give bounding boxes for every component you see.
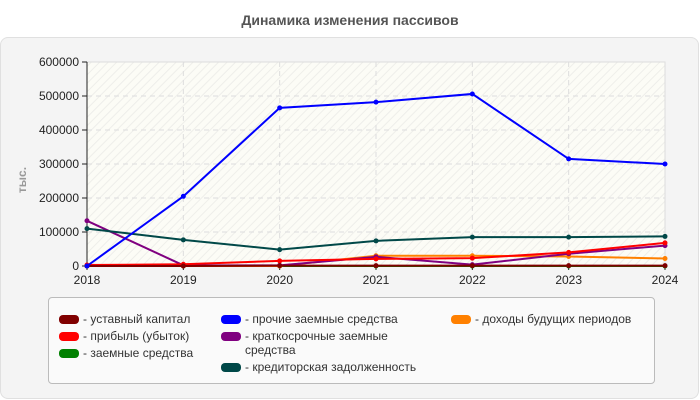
- legend-column-1: - уставный капитал - прибыль (убыток) - за…: [59, 312, 219, 363]
- legend-label: - заемные средства: [83, 346, 194, 360]
- data-point: [662, 240, 668, 246]
- y-tick-label: 100000: [39, 225, 79, 239]
- y-tick-label: 200000: [39, 191, 79, 205]
- legend-item: - кредиторская задолженность: [221, 360, 441, 374]
- y-tick-label: 0: [72, 259, 79, 273]
- data-point: [566, 156, 572, 162]
- legend-item: - прибыль (убыток): [59, 329, 219, 343]
- data-point: [277, 105, 283, 111]
- legend-item: - прочие заемные средства: [221, 312, 441, 326]
- legend-column-3: - доходы будущих периодов: [451, 312, 651, 329]
- legend-swatch-icon: [221, 315, 241, 324]
- data-point: [373, 263, 379, 269]
- data-point: [469, 91, 475, 97]
- data-point: [662, 233, 668, 239]
- data-point: [277, 263, 283, 269]
- legend-swatch-icon: [59, 332, 79, 341]
- grid-lines: [87, 61, 665, 266]
- legend-swatch-icon: [221, 332, 241, 341]
- data-point: [180, 263, 186, 269]
- legend-column-2: - прочие заемные средства - краткосрочные…: [221, 312, 441, 377]
- x-tick-label: 2024: [652, 273, 679, 287]
- legend-label: - доходы будущих периодов: [475, 312, 632, 326]
- y-tick-label: 500000: [39, 89, 79, 103]
- data-point: [566, 263, 572, 269]
- legend: - уставный капитал - прибыль (убыток) - за…: [48, 297, 655, 384]
- data-point: [84, 218, 90, 224]
- data-point: [373, 238, 379, 244]
- data-point: [373, 256, 379, 262]
- data-point: [180, 237, 186, 243]
- legend-swatch-icon: [59, 315, 79, 324]
- y-tick-label: 300000: [39, 157, 79, 171]
- legend-swatch-icon: [221, 363, 241, 372]
- y-tick-label: 400000: [39, 123, 79, 137]
- data-point: [662, 161, 668, 167]
- x-tick-label: 2019: [170, 273, 197, 287]
- y-tick-label: 600000: [39, 55, 79, 69]
- legend-label: - прибыль (убыток): [83, 329, 190, 343]
- data-point: [84, 226, 90, 232]
- data-point: [662, 256, 668, 262]
- x-tick-label: 2021: [363, 273, 390, 287]
- legend-swatch-icon: [451, 315, 471, 324]
- legend-label: - краткосрочные заемные средства: [245, 329, 388, 357]
- data-point: [566, 234, 572, 240]
- legend-item: - краткосрочные заемные средства: [221, 329, 441, 357]
- x-tick-label: 2018: [74, 273, 101, 287]
- data-point: [662, 263, 668, 269]
- legend-label: - уставный капитал: [83, 312, 191, 326]
- data-point: [277, 247, 283, 253]
- data-point: [566, 249, 572, 255]
- x-tick-label: 2023: [555, 273, 582, 287]
- legend-label: - кредиторская задолженность: [245, 360, 417, 374]
- x-tick-label: 2022: [459, 273, 486, 287]
- legend-item: - уставный капитал: [59, 312, 219, 326]
- data-point: [277, 258, 283, 264]
- data-point: [469, 255, 475, 261]
- data-point: [180, 193, 186, 199]
- chart-title: Динамика изменения пассивов: [241, 12, 459, 28]
- legend-item: - заемные средства: [59, 346, 219, 360]
- data-point: [84, 263, 90, 269]
- legend-swatch-icon: [59, 349, 79, 358]
- x-tick-label: 2020: [266, 273, 293, 287]
- data-point: [469, 234, 475, 240]
- data-point: [373, 99, 379, 105]
- legend-label: - прочие заемные средства: [245, 312, 398, 326]
- legend-item: - доходы будущих периодов: [451, 312, 651, 326]
- data-series: [84, 91, 668, 269]
- data-point: [469, 263, 475, 269]
